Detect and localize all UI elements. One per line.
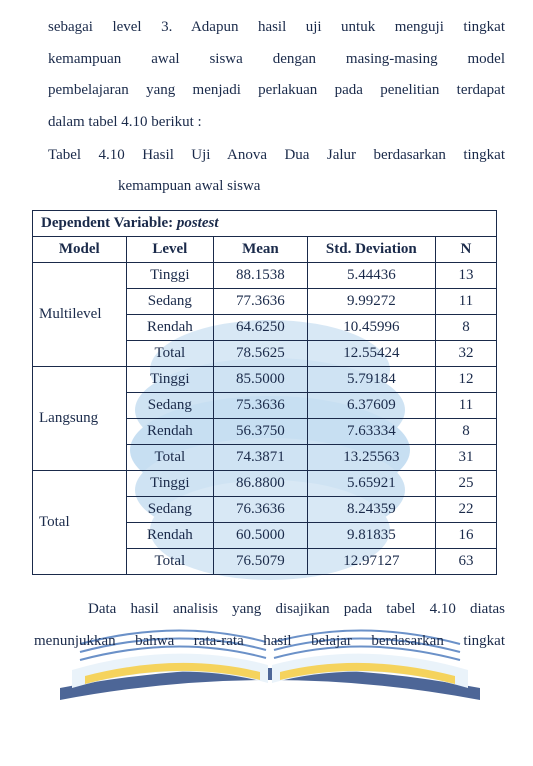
intro-line-1: sebagai level 3. Adapun hasil uji untuk … bbox=[48, 12, 505, 44]
intro-paragraph: sebagai level 3. Adapun hasil uji untuk … bbox=[48, 12, 505, 138]
dep-var: postest bbox=[177, 215, 219, 231]
cell-n: 8 bbox=[435, 418, 496, 444]
cell-mean: 74.3871 bbox=[214, 444, 308, 470]
model-cell-total: Total bbox=[33, 470, 127, 574]
cell-level: Total bbox=[126, 444, 214, 470]
cell-n: 11 bbox=[435, 392, 496, 418]
cell-std: 5.65921 bbox=[307, 470, 435, 496]
cell-level: Tinggi bbox=[126, 262, 214, 288]
col-n: N bbox=[435, 236, 496, 262]
cell-n: 25 bbox=[435, 470, 496, 496]
cell-level: Rendah bbox=[126, 522, 214, 548]
cell-level: Rendah bbox=[126, 314, 214, 340]
cell-std: 13.25563 bbox=[307, 444, 435, 470]
cell-mean: 76.5079 bbox=[214, 548, 308, 574]
caption-line-1: Tabel 4.10 Hasil Uji Anova Dua Jalur ber… bbox=[48, 140, 505, 171]
cell-n: 16 bbox=[435, 522, 496, 548]
after-paragraph: Data hasil analisis yang disajikan pada … bbox=[48, 593, 505, 658]
intro-line-3: pembelajaran yang menjadi perlakuan pada… bbox=[48, 75, 505, 107]
cell-mean: 64.6250 bbox=[214, 314, 308, 340]
cell-level: Rendah bbox=[126, 418, 214, 444]
col-std: Std. Deviation bbox=[307, 236, 435, 262]
cell-level: Total bbox=[126, 340, 214, 366]
cell-std: 8.24359 bbox=[307, 496, 435, 522]
cell-n: 22 bbox=[435, 496, 496, 522]
cell-mean: 56.3750 bbox=[214, 418, 308, 444]
cell-std: 5.44436 bbox=[307, 262, 435, 288]
cell-mean: 88.1538 bbox=[214, 262, 308, 288]
cell-mean: 75.3636 bbox=[214, 392, 308, 418]
cell-n: 32 bbox=[435, 340, 496, 366]
cell-level: Sedang bbox=[126, 288, 214, 314]
col-level: Level bbox=[126, 236, 214, 262]
cell-n: 12 bbox=[435, 366, 496, 392]
cell-level: Tinggi bbox=[126, 366, 214, 392]
cell-n: 31 bbox=[435, 444, 496, 470]
cell-mean: 86.8800 bbox=[214, 470, 308, 496]
dep-label: Dependent Variable: bbox=[41, 215, 173, 231]
after-line-2: menunjukkan bahwa rata-rata hasil belaja… bbox=[34, 625, 505, 657]
cell-std: 5.79184 bbox=[307, 366, 435, 392]
table-row: Multilevel Tinggi 88.1538 5.44436 13 bbox=[33, 262, 497, 288]
intro-line-2: kemampuan awal siswa dengan masing-masin… bbox=[48, 44, 505, 76]
cell-std: 9.99272 bbox=[307, 288, 435, 314]
cell-level: Tinggi bbox=[126, 470, 214, 496]
cell-n: 11 bbox=[435, 288, 496, 314]
cell-n: 8 bbox=[435, 314, 496, 340]
cell-mean: 85.5000 bbox=[214, 366, 308, 392]
col-mean: Mean bbox=[214, 236, 308, 262]
cell-std: 9.81835 bbox=[307, 522, 435, 548]
anova-table: Dependent Variable: postest Model Level … bbox=[32, 210, 497, 575]
cell-std: 12.97127 bbox=[307, 548, 435, 574]
cell-std: 10.45996 bbox=[307, 314, 435, 340]
cell-level: Sedang bbox=[126, 392, 214, 418]
cell-level: Total bbox=[126, 548, 214, 574]
table-caption: Tabel 4.10 Hasil Uji Anova Dua Jalur ber… bbox=[48, 140, 505, 202]
table-row: Total Tinggi 86.8800 5.65921 25 bbox=[33, 470, 497, 496]
intro-line-4: dalam tabel 4.10 berikut : bbox=[48, 107, 505, 139]
model-cell-multilevel: Multilevel bbox=[33, 262, 127, 366]
cell-std: 12.55424 bbox=[307, 340, 435, 366]
cell-std: 6.37609 bbox=[307, 392, 435, 418]
cell-mean: 60.5000 bbox=[214, 522, 308, 548]
table-row: Langsung Tinggi 85.5000 5.79184 12 bbox=[33, 366, 497, 392]
after-line-1: Data hasil analisis yang disajikan pada … bbox=[48, 593, 505, 625]
header-row: Model Level Mean Std. Deviation N bbox=[33, 236, 497, 262]
caption-line-2: kemampuan awal siswa bbox=[48, 171, 505, 202]
col-model: Model bbox=[33, 236, 127, 262]
cell-n: 63 bbox=[435, 548, 496, 574]
cell-level: Sedang bbox=[126, 496, 214, 522]
cell-mean: 76.3636 bbox=[214, 496, 308, 522]
cell-mean: 77.3636 bbox=[214, 288, 308, 314]
cell-std: 7.63334 bbox=[307, 418, 435, 444]
cell-mean: 78.5625 bbox=[214, 340, 308, 366]
cell-n: 13 bbox=[435, 262, 496, 288]
dependent-variable-row: Dependent Variable: postest bbox=[33, 210, 497, 236]
model-cell-langsung: Langsung bbox=[33, 366, 127, 470]
